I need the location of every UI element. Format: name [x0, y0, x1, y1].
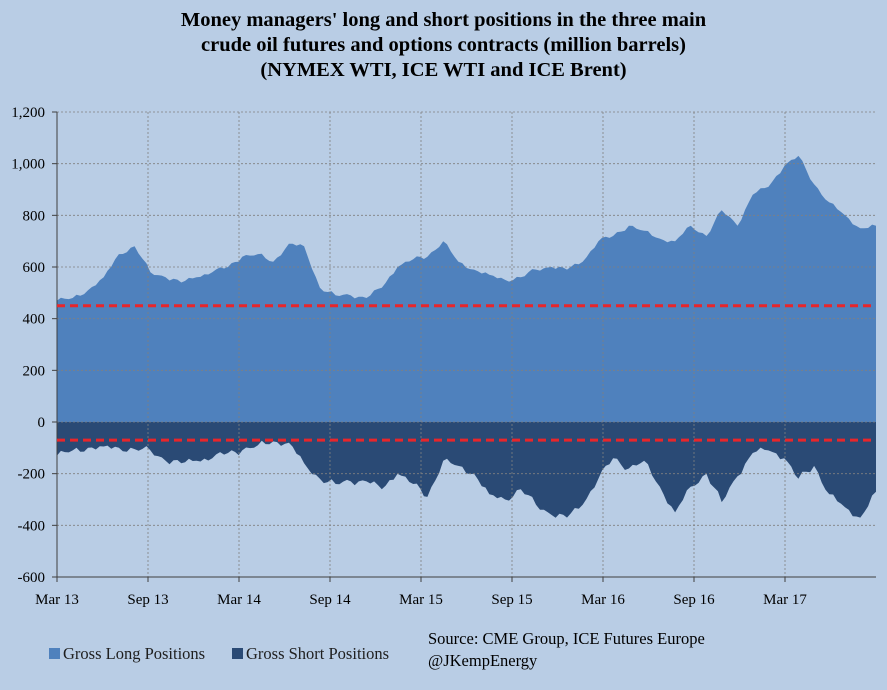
y-tick-label: -200	[18, 467, 46, 483]
source-note: Source: CME Group, ICE Futures Europe @J…	[428, 628, 705, 672]
legend-label-long: Gross Long Positions	[63, 644, 206, 663]
series-area-short	[57, 422, 876, 518]
legend-swatch-short	[232, 648, 243, 659]
author-handle: @JKempEnergy	[428, 651, 538, 670]
x-tick-label: Mar 15	[399, 592, 443, 608]
y-tick-label: 1,000	[11, 157, 45, 173]
y-tick-label: 1,200	[11, 105, 45, 121]
chart-title-line-1: Money managers' long and short positions…	[180, 9, 707, 31]
y-tick-label: 800	[23, 208, 46, 224]
chart-title-line-2: crude oil futures and options contracts …	[201, 34, 686, 56]
chart-title-line-3: (NYMEX WTI, ICE WTI and ICE Brent)	[260, 59, 627, 81]
legend-swatch-long	[49, 648, 60, 659]
x-tick-label: Mar 16	[581, 592, 625, 608]
x-tick-label: Mar 14	[217, 592, 261, 608]
y-tick-label: 200	[23, 363, 46, 379]
y-tick-label: 400	[23, 312, 46, 328]
legend-item-long: Gross Long Positions	[49, 644, 205, 664]
x-tick-label: Sep 16	[673, 592, 715, 608]
legend-item-short: Gross Short Positions	[232, 644, 389, 664]
y-tick-label: -400	[18, 518, 46, 534]
series-area-long	[57, 155, 876, 422]
source-line: Source: CME Group, ICE Futures Europe	[428, 629, 705, 648]
chart-title: Money managers' long and short positions…	[0, 8, 887, 83]
x-tick-label: Sep 14	[309, 592, 351, 608]
y-tick-label: 600	[23, 260, 46, 276]
x-tick-label: Mar 13	[35, 592, 79, 608]
x-tick-label: Sep 13	[127, 592, 168, 608]
x-tick-label: Sep 15	[491, 592, 532, 608]
y-tick-label: 0	[38, 415, 46, 431]
legend-label-short: Gross Short Positions	[246, 644, 390, 663]
y-tick-label: -600	[18, 570, 46, 586]
x-tick-label: Mar 17	[763, 592, 807, 608]
